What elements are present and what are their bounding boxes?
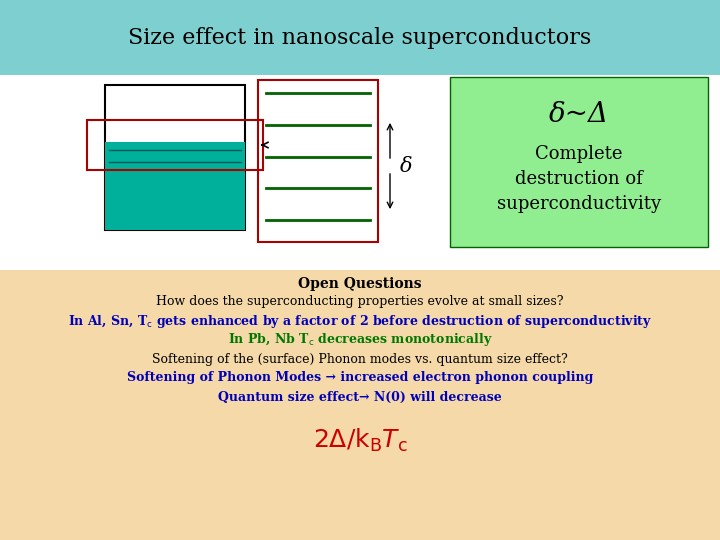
Text: Size effect in nanoscale superconductors: Size effect in nanoscale superconductors (128, 27, 592, 49)
Bar (0, 75, 720, 270)
Text: Softening of the (surface) Phonon modes vs. quantum size effect?: Softening of the (surface) Phonon modes … (152, 353, 568, 366)
Text: Softening of Phonon Modes → increased electron phonon coupling: Softening of Phonon Modes → increased el… (127, 372, 593, 384)
Text: δ~Δ: δ~Δ (549, 102, 609, 129)
Text: $2\Delta/\mathrm{k_B}T_\mathrm{c}$: $2\Delta/\mathrm{k_B}T_\mathrm{c}$ (312, 427, 408, 454)
Bar (0, 0, 720, 75)
Bar (0, 270, 720, 540)
Text: Quantum size effect→ N(0) will decrease: Quantum size effect→ N(0) will decrease (218, 390, 502, 403)
Text: In Al, Sn, T$_\mathrm{c}$ gets enhanced by a factor of 2 before destruction of s: In Al, Sn, T$_\mathrm{c}$ gets enhanced … (68, 313, 652, 329)
Text: Complete
destruction of
superconductivity: Complete destruction of superconductivit… (497, 145, 661, 213)
Bar (450, 77, 708, 247)
Text: Open Questions: Open Questions (298, 277, 422, 291)
Text: δ: δ (400, 157, 413, 176)
Text: How does the superconducting properties evolve at small sizes?: How does the superconducting properties … (156, 295, 564, 308)
Bar (258, 80, 378, 242)
Text: In Pb, Nb T$_\mathrm{c}$ decreases monotonically: In Pb, Nb T$_\mathrm{c}$ decreases monot… (228, 332, 492, 348)
Bar (105, 142, 245, 230)
Bar (105, 85, 245, 230)
Bar (87, 120, 263, 170)
